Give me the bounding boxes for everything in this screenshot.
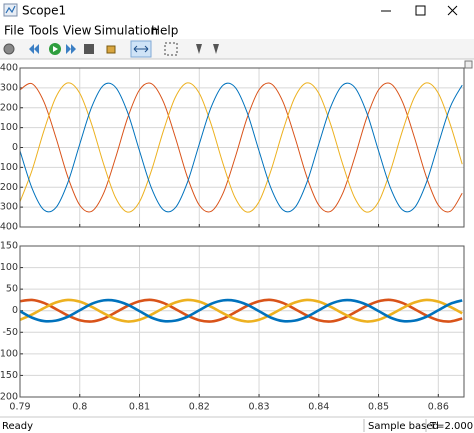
y-tick-label: 0 <box>12 305 18 316</box>
menu-item[interactable]: Simulation <box>94 24 158 38</box>
y-tick-label: -200 <box>0 392 18 403</box>
maximize-button[interactable] <box>415 5 426 16</box>
settings-button[interactable] <box>3 43 15 55</box>
status-mode: Sample based <box>368 421 439 432</box>
undock-button[interactable] <box>464 60 473 69</box>
y-tick-label: 150 <box>0 241 18 252</box>
y-tick-label: 300 <box>0 82 18 93</box>
toolbar <box>0 39 474 59</box>
series-line <box>20 82 463 213</box>
series-line <box>20 298 463 323</box>
x-tick-label: 0.83 <box>248 402 269 413</box>
menu-item[interactable]: Help <box>151 24 178 38</box>
x-tick-label: 0.82 <box>189 402 210 413</box>
series-line <box>20 298 463 323</box>
plot-border <box>19 245 465 398</box>
cursor-button[interactable] <box>196 44 202 54</box>
y-tick-label: -200 <box>0 182 18 193</box>
y-tick-label: 0 <box>12 142 18 153</box>
x-tick-label: 0.84 <box>308 402 329 413</box>
x-tick-label: 0.85 <box>368 402 389 413</box>
step-back-button[interactable] <box>29 44 39 54</box>
app-icon-wave <box>5 5 16 14</box>
x-tick-label: 0.81 <box>129 402 150 413</box>
y-tick-label: -50 <box>2 327 18 338</box>
y-tick-label: 400 <box>0 63 18 74</box>
menu-item[interactable]: Tools <box>28 24 59 38</box>
window-title: Scope1 <box>22 4 66 18</box>
status-time: T=2.000 <box>429 421 473 432</box>
menu-item[interactable]: View <box>63 24 92 38</box>
series-line <box>20 298 463 323</box>
y-tick-label: 100 <box>0 262 18 273</box>
measure-button[interactable] <box>213 44 219 54</box>
step-forward-button[interactable] <box>66 44 76 54</box>
status-state: Ready <box>2 421 33 432</box>
x-tick-label: 0.86 <box>428 402 449 413</box>
x-tick-label: 0.79 <box>9 402 30 413</box>
y-tick-label: -150 <box>0 370 18 381</box>
y-tick-label: -400 <box>0 222 18 233</box>
y-tick-label: 100 <box>0 122 18 133</box>
series-line <box>20 82 463 213</box>
highlight-button[interactable] <box>106 45 116 54</box>
y-tick-label: 50 <box>6 284 18 295</box>
y-tick-label: -100 <box>0 162 18 173</box>
y-tick-label: -300 <box>0 202 18 213</box>
y-tick-label: -100 <box>0 348 18 359</box>
run-icon <box>53 46 58 52</box>
autoscale-button[interactable] <box>164 42 178 56</box>
close-button[interactable] <box>447 5 458 16</box>
plot-border <box>19 67 465 228</box>
series-line <box>20 82 463 213</box>
menu-item[interactable]: File <box>4 24 24 38</box>
stop-button[interactable] <box>84 44 94 54</box>
y-tick-label: 200 <box>0 102 18 113</box>
x-tick-label: 0.8 <box>72 402 87 413</box>
zoom-icon <box>133 45 149 53</box>
